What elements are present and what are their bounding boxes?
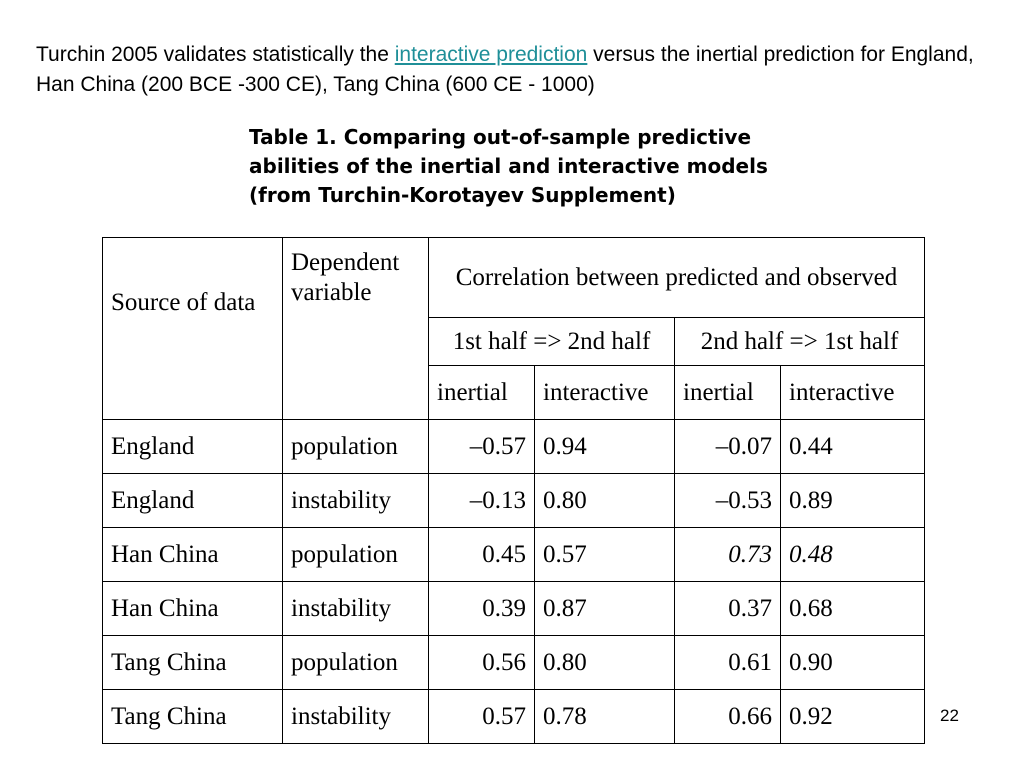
cell-source: Tang China bbox=[102, 635, 283, 690]
cell-source: Han China bbox=[102, 581, 283, 636]
table-row: Han China population 0.45 0.57 0.73 0.48 bbox=[102, 527, 925, 582]
cell-interactive-1: 0.78 bbox=[534, 689, 675, 744]
header-second-half: 2nd half => 1st half bbox=[674, 317, 925, 366]
table-caption: Table 1. Comparing out-of-sample predict… bbox=[249, 123, 869, 210]
header-dependent-variable: Dependent variable bbox=[282, 237, 429, 420]
cell-interactive-2: 0.48 bbox=[780, 527, 925, 582]
cell-interactive-2: 0.92 bbox=[780, 689, 925, 744]
cell-source: England bbox=[102, 473, 283, 528]
table-row: England population –0.57 0.94 –0.07 0.44 bbox=[102, 419, 925, 474]
cell-interactive-2: 0.89 bbox=[780, 473, 925, 528]
table-row: Tang China population 0.56 0.80 0.61 0.9… bbox=[102, 635, 925, 690]
cell-source: Tang China bbox=[102, 689, 283, 744]
cell-variable: instability bbox=[282, 689, 429, 744]
caption-line-1: Table 1. Comparing out-of-sample predict… bbox=[249, 125, 752, 149]
intro-text-before: Turchin 2005 validates statistically the bbox=[36, 43, 395, 66]
cell-inertial-2: 0.37 bbox=[674, 581, 781, 636]
cell-inertial-1: 0.57 bbox=[428, 689, 535, 744]
table-row: Han China instability 0.39 0.87 0.37 0.6… bbox=[102, 581, 925, 636]
table-row: England instability –0.13 0.80 –0.53 0.8… bbox=[102, 473, 925, 528]
intro-text-after: versus the inertial prediction for Engla… bbox=[36, 43, 974, 96]
comparison-table: Source of data Dependent variable Correl… bbox=[102, 237, 925, 744]
cell-interactive-1: 0.57 bbox=[534, 527, 675, 582]
header-interactive-2: interactive bbox=[780, 365, 925, 420]
cell-inertial-1: 0.56 bbox=[428, 635, 535, 690]
cell-source: Han China bbox=[102, 527, 283, 582]
caption-line-3: (from Turchin-Korotayev Supplement) bbox=[249, 183, 676, 207]
cell-variable: population bbox=[282, 527, 429, 582]
caption-line-2: abilities of the inertial and interactiv… bbox=[249, 154, 768, 178]
cell-inertial-1: –0.57 bbox=[428, 419, 535, 474]
cell-inertial-2: –0.53 bbox=[674, 473, 781, 528]
cell-variable: population bbox=[282, 419, 429, 474]
cell-inertial-1: –0.13 bbox=[428, 473, 535, 528]
header-first-half: 1st half => 2nd half bbox=[428, 317, 675, 366]
cell-inertial-2: 0.66 bbox=[674, 689, 781, 744]
cell-inertial-2: 0.61 bbox=[674, 635, 781, 690]
header-interactive-1: interactive bbox=[534, 365, 675, 420]
cell-inertial-1: 0.39 bbox=[428, 581, 535, 636]
cell-interactive-2: 0.44 bbox=[780, 419, 925, 474]
header-inertial-1: inertial bbox=[428, 365, 535, 420]
header-row-2: 1st half => 2nd half 2nd half => 1st hal… bbox=[103, 317, 925, 366]
cell-source: England bbox=[102, 419, 283, 474]
header-source: Source of data bbox=[102, 237, 283, 420]
cell-interactive-1: 0.80 bbox=[534, 473, 675, 528]
header-inertial-2: inertial bbox=[674, 365, 781, 420]
cell-interactive-1: 0.94 bbox=[534, 419, 675, 474]
cell-interactive-2: 0.68 bbox=[780, 581, 925, 636]
interactive-prediction-link[interactable]: interactive prediction bbox=[394, 43, 588, 66]
cell-variable: population bbox=[282, 635, 429, 690]
cell-interactive-1: 0.80 bbox=[534, 635, 675, 690]
cell-inertial-2: –0.07 bbox=[674, 419, 781, 474]
page-number: 22 bbox=[940, 706, 959, 725]
header-correlation: Correlation between predicted and observ… bbox=[428, 237, 925, 318]
cell-variable: instability bbox=[282, 581, 429, 636]
cell-variable: instability bbox=[282, 473, 429, 528]
cell-interactive-1: 0.87 bbox=[534, 581, 675, 636]
cell-inertial-1: 0.45 bbox=[428, 527, 535, 582]
cell-inertial-2: 0.73 bbox=[674, 527, 781, 582]
header-row-3: inertial interactive inertial interactiv… bbox=[103, 365, 925, 420]
table-row: Tang China instability 0.57 0.78 0.66 0.… bbox=[102, 689, 925, 744]
intro-paragraph: Turchin 2005 validates statistically the… bbox=[36, 40, 1006, 100]
cell-interactive-2: 0.90 bbox=[780, 635, 925, 690]
header-row-1: Source of data Dependent variable Correl… bbox=[102, 237, 925, 420]
